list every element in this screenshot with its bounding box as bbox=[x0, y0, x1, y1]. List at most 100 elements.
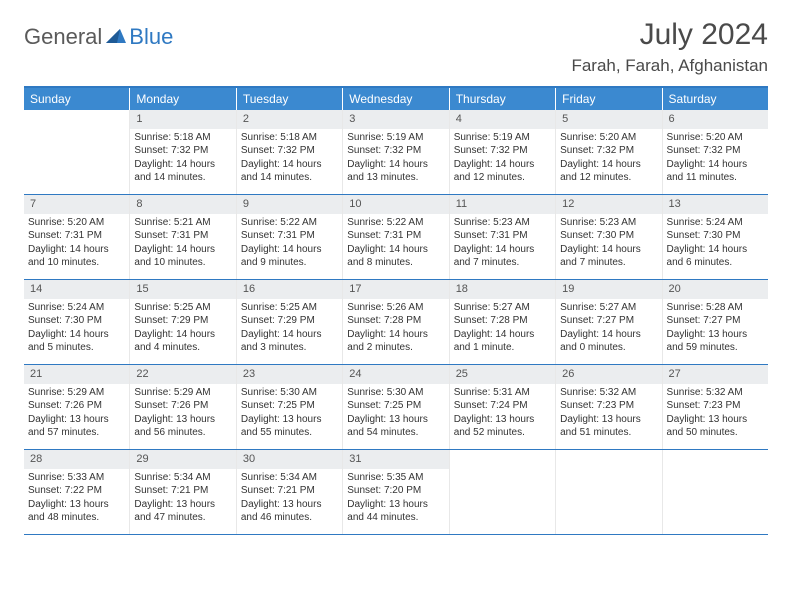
sunrise-line: Sunrise: 5:30 AM bbox=[347, 386, 444, 400]
day-number: 29 bbox=[130, 450, 235, 469]
sunrise-line: Sunrise: 5:32 AM bbox=[560, 386, 657, 400]
day-cell: 29Sunrise: 5:34 AMSunset: 7:21 PMDayligh… bbox=[130, 450, 236, 534]
day-cell bbox=[24, 110, 130, 194]
day-number: 19 bbox=[556, 280, 661, 299]
day-cell: 22Sunrise: 5:29 AMSunset: 7:26 PMDayligh… bbox=[130, 365, 236, 449]
sunset-line: Sunset: 7:27 PM bbox=[560, 314, 657, 328]
week-row: 14Sunrise: 5:24 AMSunset: 7:30 PMDayligh… bbox=[24, 280, 768, 365]
weekday-header: Saturday bbox=[663, 88, 768, 110]
day-content: Sunrise: 5:20 AMSunset: 7:32 PMDaylight:… bbox=[663, 129, 768, 189]
sunrise-line: Sunrise: 5:18 AM bbox=[134, 131, 231, 145]
weekday-header: Monday bbox=[130, 88, 236, 110]
day-number: 16 bbox=[237, 280, 342, 299]
daylight-line: Daylight: 14 hours and 10 minutes. bbox=[134, 243, 231, 270]
sunrise-line: Sunrise: 5:19 AM bbox=[454, 131, 551, 145]
day-number: 23 bbox=[237, 365, 342, 384]
day-cell: 26Sunrise: 5:32 AMSunset: 7:23 PMDayligh… bbox=[556, 365, 662, 449]
day-cell bbox=[663, 450, 768, 534]
weekday-header: Wednesday bbox=[343, 88, 449, 110]
sunrise-line: Sunrise: 5:20 AM bbox=[560, 131, 657, 145]
title-block: July 2024 Farah, Farah, Afghanistan bbox=[571, 18, 768, 76]
weeks-container: 1Sunrise: 5:18 AMSunset: 7:32 PMDaylight… bbox=[24, 110, 768, 535]
day-content: Sunrise: 5:20 AMSunset: 7:32 PMDaylight:… bbox=[556, 129, 661, 189]
day-content: Sunrise: 5:32 AMSunset: 7:23 PMDaylight:… bbox=[556, 384, 661, 444]
sunrise-line: Sunrise: 5:24 AM bbox=[667, 216, 764, 230]
week-row: 1Sunrise: 5:18 AMSunset: 7:32 PMDaylight… bbox=[24, 110, 768, 195]
week-row: 21Sunrise: 5:29 AMSunset: 7:26 PMDayligh… bbox=[24, 365, 768, 450]
sunset-line: Sunset: 7:20 PM bbox=[347, 484, 444, 498]
brand-triangle-icon bbox=[106, 27, 126, 48]
day-content: Sunrise: 5:32 AMSunset: 7:23 PMDaylight:… bbox=[663, 384, 768, 444]
day-cell: 18Sunrise: 5:27 AMSunset: 7:28 PMDayligh… bbox=[450, 280, 556, 364]
day-number: 22 bbox=[130, 365, 235, 384]
day-cell: 4Sunrise: 5:19 AMSunset: 7:32 PMDaylight… bbox=[450, 110, 556, 194]
month-title: July 2024 bbox=[571, 18, 768, 52]
sunset-line: Sunset: 7:32 PM bbox=[454, 144, 551, 158]
daylight-line: Daylight: 14 hours and 11 minutes. bbox=[667, 158, 764, 185]
day-number: 27 bbox=[663, 365, 768, 384]
sunrise-line: Sunrise: 5:23 AM bbox=[560, 216, 657, 230]
day-cell: 27Sunrise: 5:32 AMSunset: 7:23 PMDayligh… bbox=[663, 365, 768, 449]
daylight-line: Daylight: 13 hours and 51 minutes. bbox=[560, 413, 657, 440]
sunset-line: Sunset: 7:29 PM bbox=[134, 314, 231, 328]
sunrise-line: Sunrise: 5:20 AM bbox=[28, 216, 125, 230]
sunrise-line: Sunrise: 5:23 AM bbox=[454, 216, 551, 230]
daylight-line: Daylight: 13 hours and 48 minutes. bbox=[28, 498, 125, 525]
day-number: 24 bbox=[343, 365, 448, 384]
sunrise-line: Sunrise: 5:26 AM bbox=[347, 301, 444, 315]
sunrise-line: Sunrise: 5:27 AM bbox=[560, 301, 657, 315]
day-cell: 17Sunrise: 5:26 AMSunset: 7:28 PMDayligh… bbox=[343, 280, 449, 364]
daylight-line: Daylight: 14 hours and 7 minutes. bbox=[560, 243, 657, 270]
sunset-line: Sunset: 7:32 PM bbox=[134, 144, 231, 158]
day-content: Sunrise: 5:34 AMSunset: 7:21 PMDaylight:… bbox=[130, 469, 235, 529]
daylight-line: Daylight: 13 hours and 46 minutes. bbox=[241, 498, 338, 525]
daylight-line: Daylight: 13 hours and 54 minutes. bbox=[347, 413, 444, 440]
sunrise-line: Sunrise: 5:34 AM bbox=[134, 471, 231, 485]
brand-name-1: General bbox=[24, 24, 102, 50]
week-row: 7 Sunrise: 5:20 AMSunset: 7:31 PM Daylight… bbox=[24, 195, 768, 280]
day-number: 2 bbox=[237, 110, 342, 129]
day-cell: 9Sunrise: 5:22 AMSunset: 7:31 PMDaylight… bbox=[237, 195, 343, 279]
sunrise-line: Sunrise: 5:25 AM bbox=[134, 301, 231, 315]
day-content: Sunrise: 5:30 AMSunset: 7:25 PMDaylight:… bbox=[343, 384, 448, 444]
day-number: 11 bbox=[450, 195, 555, 214]
day-content: Sunrise: 5:18 AMSunset: 7:32 PMDaylight:… bbox=[237, 129, 342, 189]
weekday-header-row: SundayMondayTuesdayWednesdayThursdayFrid… bbox=[24, 88, 768, 110]
day-content: Sunrise: 5:25 AMSunset: 7:29 PMDaylight:… bbox=[237, 299, 342, 359]
day-content: Sunrise: 5:27 AMSunset: 7:28 PMDaylight:… bbox=[450, 299, 555, 359]
sunrise-line: Sunrise: 5:19 AM bbox=[347, 131, 444, 145]
sunset-line: Sunset: 7:23 PM bbox=[560, 399, 657, 413]
daylight-line: Daylight: 13 hours and 44 minutes. bbox=[347, 498, 444, 525]
sunset-line: Sunset: 7:32 PM bbox=[667, 144, 764, 158]
sunset-line: Sunset: 7:31 PM bbox=[28, 229, 125, 243]
day-content: Sunrise: 5:22 AMSunset: 7:31 PMDaylight:… bbox=[237, 214, 342, 274]
day-cell: 24Sunrise: 5:30 AMSunset: 7:25 PMDayligh… bbox=[343, 365, 449, 449]
day-number: 5 bbox=[556, 110, 661, 129]
daylight-line: Daylight: 13 hours and 47 minutes. bbox=[134, 498, 231, 525]
sunrise-line: Sunrise: 5:22 AM bbox=[241, 216, 338, 230]
day-number: 3 bbox=[343, 110, 448, 129]
day-cell: 5Sunrise: 5:20 AMSunset: 7:32 PMDaylight… bbox=[556, 110, 662, 194]
sunset-line: Sunset: 7:30 PM bbox=[28, 314, 125, 328]
sunrise-line: Sunrise: 5:24 AM bbox=[28, 301, 125, 315]
day-content: Sunrise: 5:24 AMSunset: 7:30 PMDaylight:… bbox=[663, 214, 768, 274]
daylight-line: Daylight: 14 hours and 1 minute. bbox=[454, 328, 551, 355]
day-number: 7 bbox=[24, 195, 129, 214]
daylight-line: Daylight: 14 hours and 6 minutes. bbox=[667, 243, 764, 270]
sunset-line: Sunset: 7:26 PM bbox=[28, 399, 125, 413]
daylight-line: Daylight: 14 hours and 12 minutes. bbox=[454, 158, 551, 185]
day-content: Sunrise: 5:34 AMSunset: 7:21 PMDaylight:… bbox=[237, 469, 342, 529]
day-content: Sunrise: 5:23 AMSunset: 7:30 PMDaylight:… bbox=[556, 214, 661, 274]
day-content: Sunrise: 5:30 AMSunset: 7:25 PMDaylight:… bbox=[237, 384, 342, 444]
sunrise-line: Sunrise: 5:22 AM bbox=[347, 216, 444, 230]
day-cell: 12Sunrise: 5:23 AMSunset: 7:30 PMDayligh… bbox=[556, 195, 662, 279]
sunset-line: Sunset: 7:32 PM bbox=[347, 144, 444, 158]
daylight-line: Daylight: 13 hours and 52 minutes. bbox=[454, 413, 551, 440]
daylight-line: Daylight: 14 hours and 4 minutes. bbox=[134, 328, 231, 355]
page-header: General Blue July 2024 Farah, Farah, Afg… bbox=[24, 18, 768, 76]
day-cell: 2Sunrise: 5:18 AMSunset: 7:32 PMDaylight… bbox=[237, 110, 343, 194]
sunrise-line: Sunrise: 5:31 AM bbox=[454, 386, 551, 400]
sunset-line: Sunset: 7:26 PM bbox=[134, 399, 231, 413]
week-row: 28Sunrise: 5:33 AMSunset: 7:22 PMDayligh… bbox=[24, 450, 768, 535]
sunrise-line: Sunrise: 5:21 AM bbox=[134, 216, 231, 230]
